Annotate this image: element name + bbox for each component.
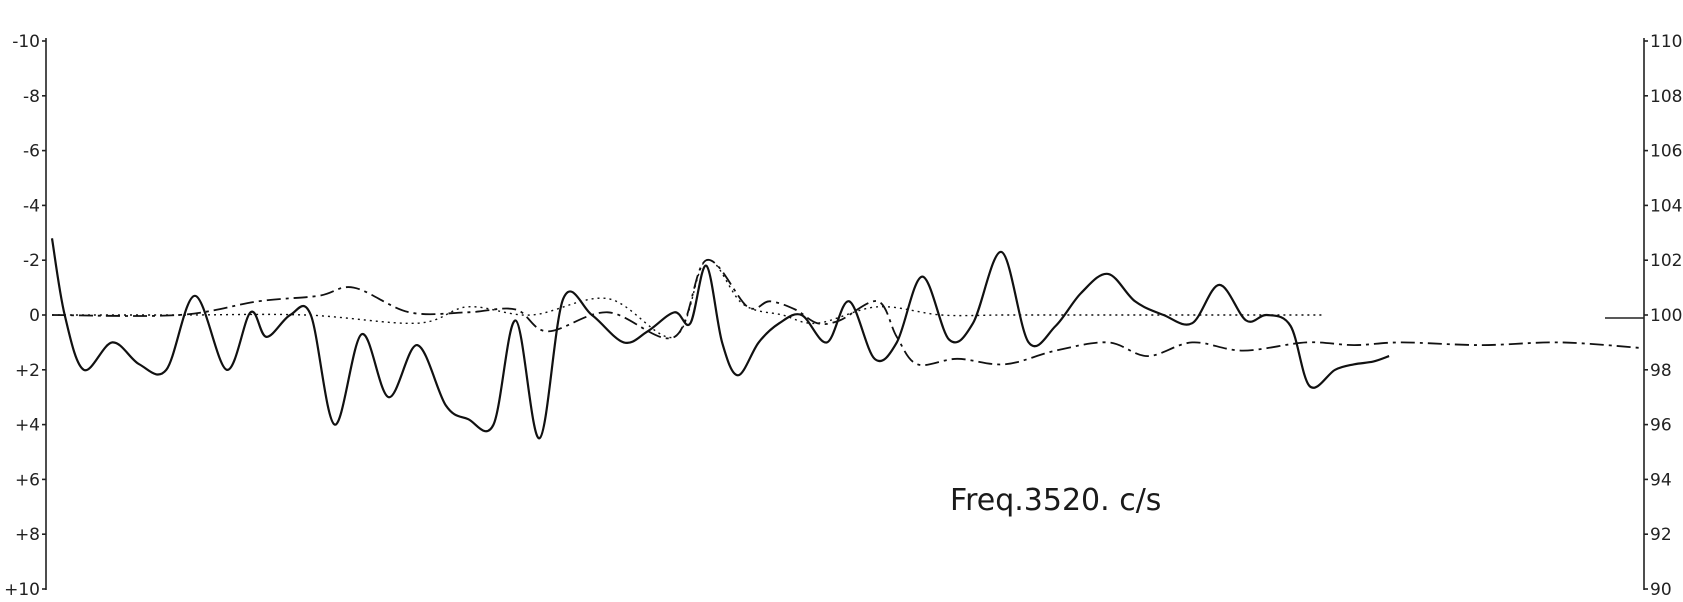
right-tick-label: 100 (1650, 306, 1682, 326)
right-tick-label: 92 (1650, 525, 1672, 545)
left-tick-label: +10 (4, 580, 40, 600)
right-tick-label: 94 (1650, 470, 1672, 490)
right-tick-label: 102 (1650, 251, 1682, 271)
left-tick-label: +4 (15, 416, 40, 436)
left-axis: -10 -8 -6 -4 -2 0 +2 +4 +6 +8 +10 (4, 32, 47, 600)
left-tick-label: -8 (23, 87, 40, 107)
right-axis: 110 108 106 104 102 100 98 96 94 92 90 (1605, 32, 1682, 600)
right-tick-label: 106 (1650, 142, 1682, 162)
left-tick-label: -4 (23, 196, 40, 216)
series-line-dash-dot (51, 259, 1641, 367)
left-tick-label: +2 (15, 361, 40, 381)
left-tick-label: -10 (12, 32, 40, 52)
right-tick-label: 98 (1650, 361, 1672, 381)
right-tick-label: 110 (1650, 32, 1682, 52)
series-line-dotted (52, 259, 1323, 339)
right-tick-label: 108 (1650, 87, 1682, 107)
left-tick-label: -2 (23, 251, 40, 271)
left-tick-label: +8 (15, 525, 40, 545)
left-tick-label: +6 (15, 470, 40, 490)
left-tick-label: -6 (23, 142, 40, 162)
right-tick-label: 104 (1650, 196, 1682, 216)
frequency-annotation: Freq.3520. c/s (950, 483, 1161, 518)
right-tick-label: 90 (1650, 580, 1672, 600)
left-tick-label: 0 (29, 306, 40, 326)
series-group (50, 238, 1641, 440)
right-tick-label: 96 (1650, 416, 1672, 436)
